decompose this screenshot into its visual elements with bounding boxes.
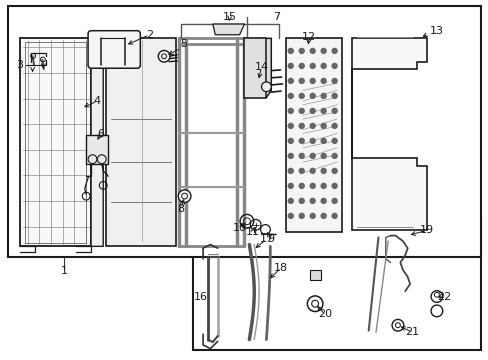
- Circle shape: [331, 78, 336, 84]
- Text: 7: 7: [272, 12, 279, 22]
- Circle shape: [299, 198, 304, 203]
- Circle shape: [309, 168, 315, 174]
- FancyBboxPatch shape: [88, 31, 140, 68]
- Circle shape: [321, 93, 325, 98]
- Circle shape: [299, 93, 304, 98]
- Circle shape: [321, 138, 325, 143]
- Text: 8: 8: [177, 204, 184, 214]
- Circle shape: [331, 93, 336, 98]
- Circle shape: [299, 153, 304, 158]
- Text: 11: 11: [245, 227, 259, 237]
- Text: 15: 15: [223, 12, 236, 22]
- Circle shape: [288, 168, 293, 174]
- Circle shape: [299, 138, 304, 143]
- Circle shape: [288, 108, 293, 113]
- Circle shape: [309, 108, 315, 113]
- Circle shape: [321, 63, 325, 68]
- Text: 17: 17: [259, 234, 273, 244]
- Text: 18: 18: [273, 263, 287, 273]
- Circle shape: [178, 190, 190, 202]
- Circle shape: [288, 138, 293, 143]
- Polygon shape: [244, 39, 271, 98]
- Circle shape: [309, 213, 315, 219]
- Circle shape: [309, 183, 315, 188]
- Text: 19: 19: [419, 225, 433, 235]
- Text: 1: 1: [61, 266, 68, 276]
- Circle shape: [288, 198, 293, 203]
- Polygon shape: [86, 135, 108, 164]
- Circle shape: [331, 153, 336, 158]
- Circle shape: [321, 48, 325, 53]
- Text: 16: 16: [193, 292, 207, 302]
- Polygon shape: [351, 39, 427, 230]
- Circle shape: [321, 108, 325, 113]
- Circle shape: [299, 48, 304, 53]
- Circle shape: [309, 48, 315, 53]
- Circle shape: [299, 168, 304, 174]
- Circle shape: [299, 213, 304, 219]
- Text: 10: 10: [232, 224, 246, 233]
- Circle shape: [288, 213, 293, 219]
- Circle shape: [309, 198, 315, 203]
- Polygon shape: [91, 39, 103, 246]
- Circle shape: [331, 198, 336, 203]
- Text: 22: 22: [436, 292, 450, 302]
- Circle shape: [288, 123, 293, 129]
- Circle shape: [309, 123, 315, 129]
- Circle shape: [288, 78, 293, 84]
- Text: 21: 21: [405, 327, 419, 337]
- Polygon shape: [105, 39, 176, 246]
- Circle shape: [331, 123, 336, 129]
- Text: 5: 5: [180, 39, 187, 49]
- Polygon shape: [212, 24, 244, 35]
- Polygon shape: [20, 39, 91, 246]
- Circle shape: [321, 123, 325, 129]
- Text: 20: 20: [317, 310, 331, 319]
- Text: 13: 13: [429, 26, 443, 36]
- Polygon shape: [285, 39, 341, 232]
- Circle shape: [309, 138, 315, 143]
- Circle shape: [331, 138, 336, 143]
- Bar: [8, 6, 480, 257]
- Polygon shape: [309, 270, 321, 280]
- Text: 4: 4: [94, 96, 101, 106]
- Polygon shape: [244, 39, 266, 98]
- Circle shape: [299, 183, 304, 188]
- Circle shape: [321, 198, 325, 203]
- Circle shape: [331, 168, 336, 174]
- Circle shape: [288, 63, 293, 68]
- Text: 12: 12: [302, 32, 316, 41]
- Circle shape: [299, 63, 304, 68]
- Circle shape: [331, 183, 336, 188]
- Circle shape: [261, 82, 271, 92]
- Circle shape: [299, 123, 304, 129]
- Circle shape: [321, 213, 325, 219]
- Circle shape: [288, 153, 293, 158]
- Circle shape: [331, 108, 336, 113]
- Circle shape: [288, 93, 293, 98]
- Circle shape: [309, 63, 315, 68]
- Circle shape: [331, 213, 336, 219]
- Text: 2: 2: [145, 30, 153, 40]
- Circle shape: [321, 183, 325, 188]
- Text: 6: 6: [97, 129, 104, 139]
- Bar: [193, 220, 480, 350]
- Text: 9: 9: [267, 234, 274, 244]
- Circle shape: [299, 108, 304, 113]
- Circle shape: [309, 153, 315, 158]
- Circle shape: [321, 153, 325, 158]
- Circle shape: [309, 93, 315, 98]
- Circle shape: [288, 183, 293, 188]
- Circle shape: [331, 63, 336, 68]
- Circle shape: [321, 168, 325, 174]
- Circle shape: [288, 48, 293, 53]
- Circle shape: [321, 78, 325, 84]
- Text: 14: 14: [254, 62, 268, 72]
- Circle shape: [309, 78, 315, 84]
- Circle shape: [299, 78, 304, 84]
- Circle shape: [158, 50, 170, 62]
- Text: 3: 3: [16, 60, 23, 70]
- Circle shape: [331, 48, 336, 53]
